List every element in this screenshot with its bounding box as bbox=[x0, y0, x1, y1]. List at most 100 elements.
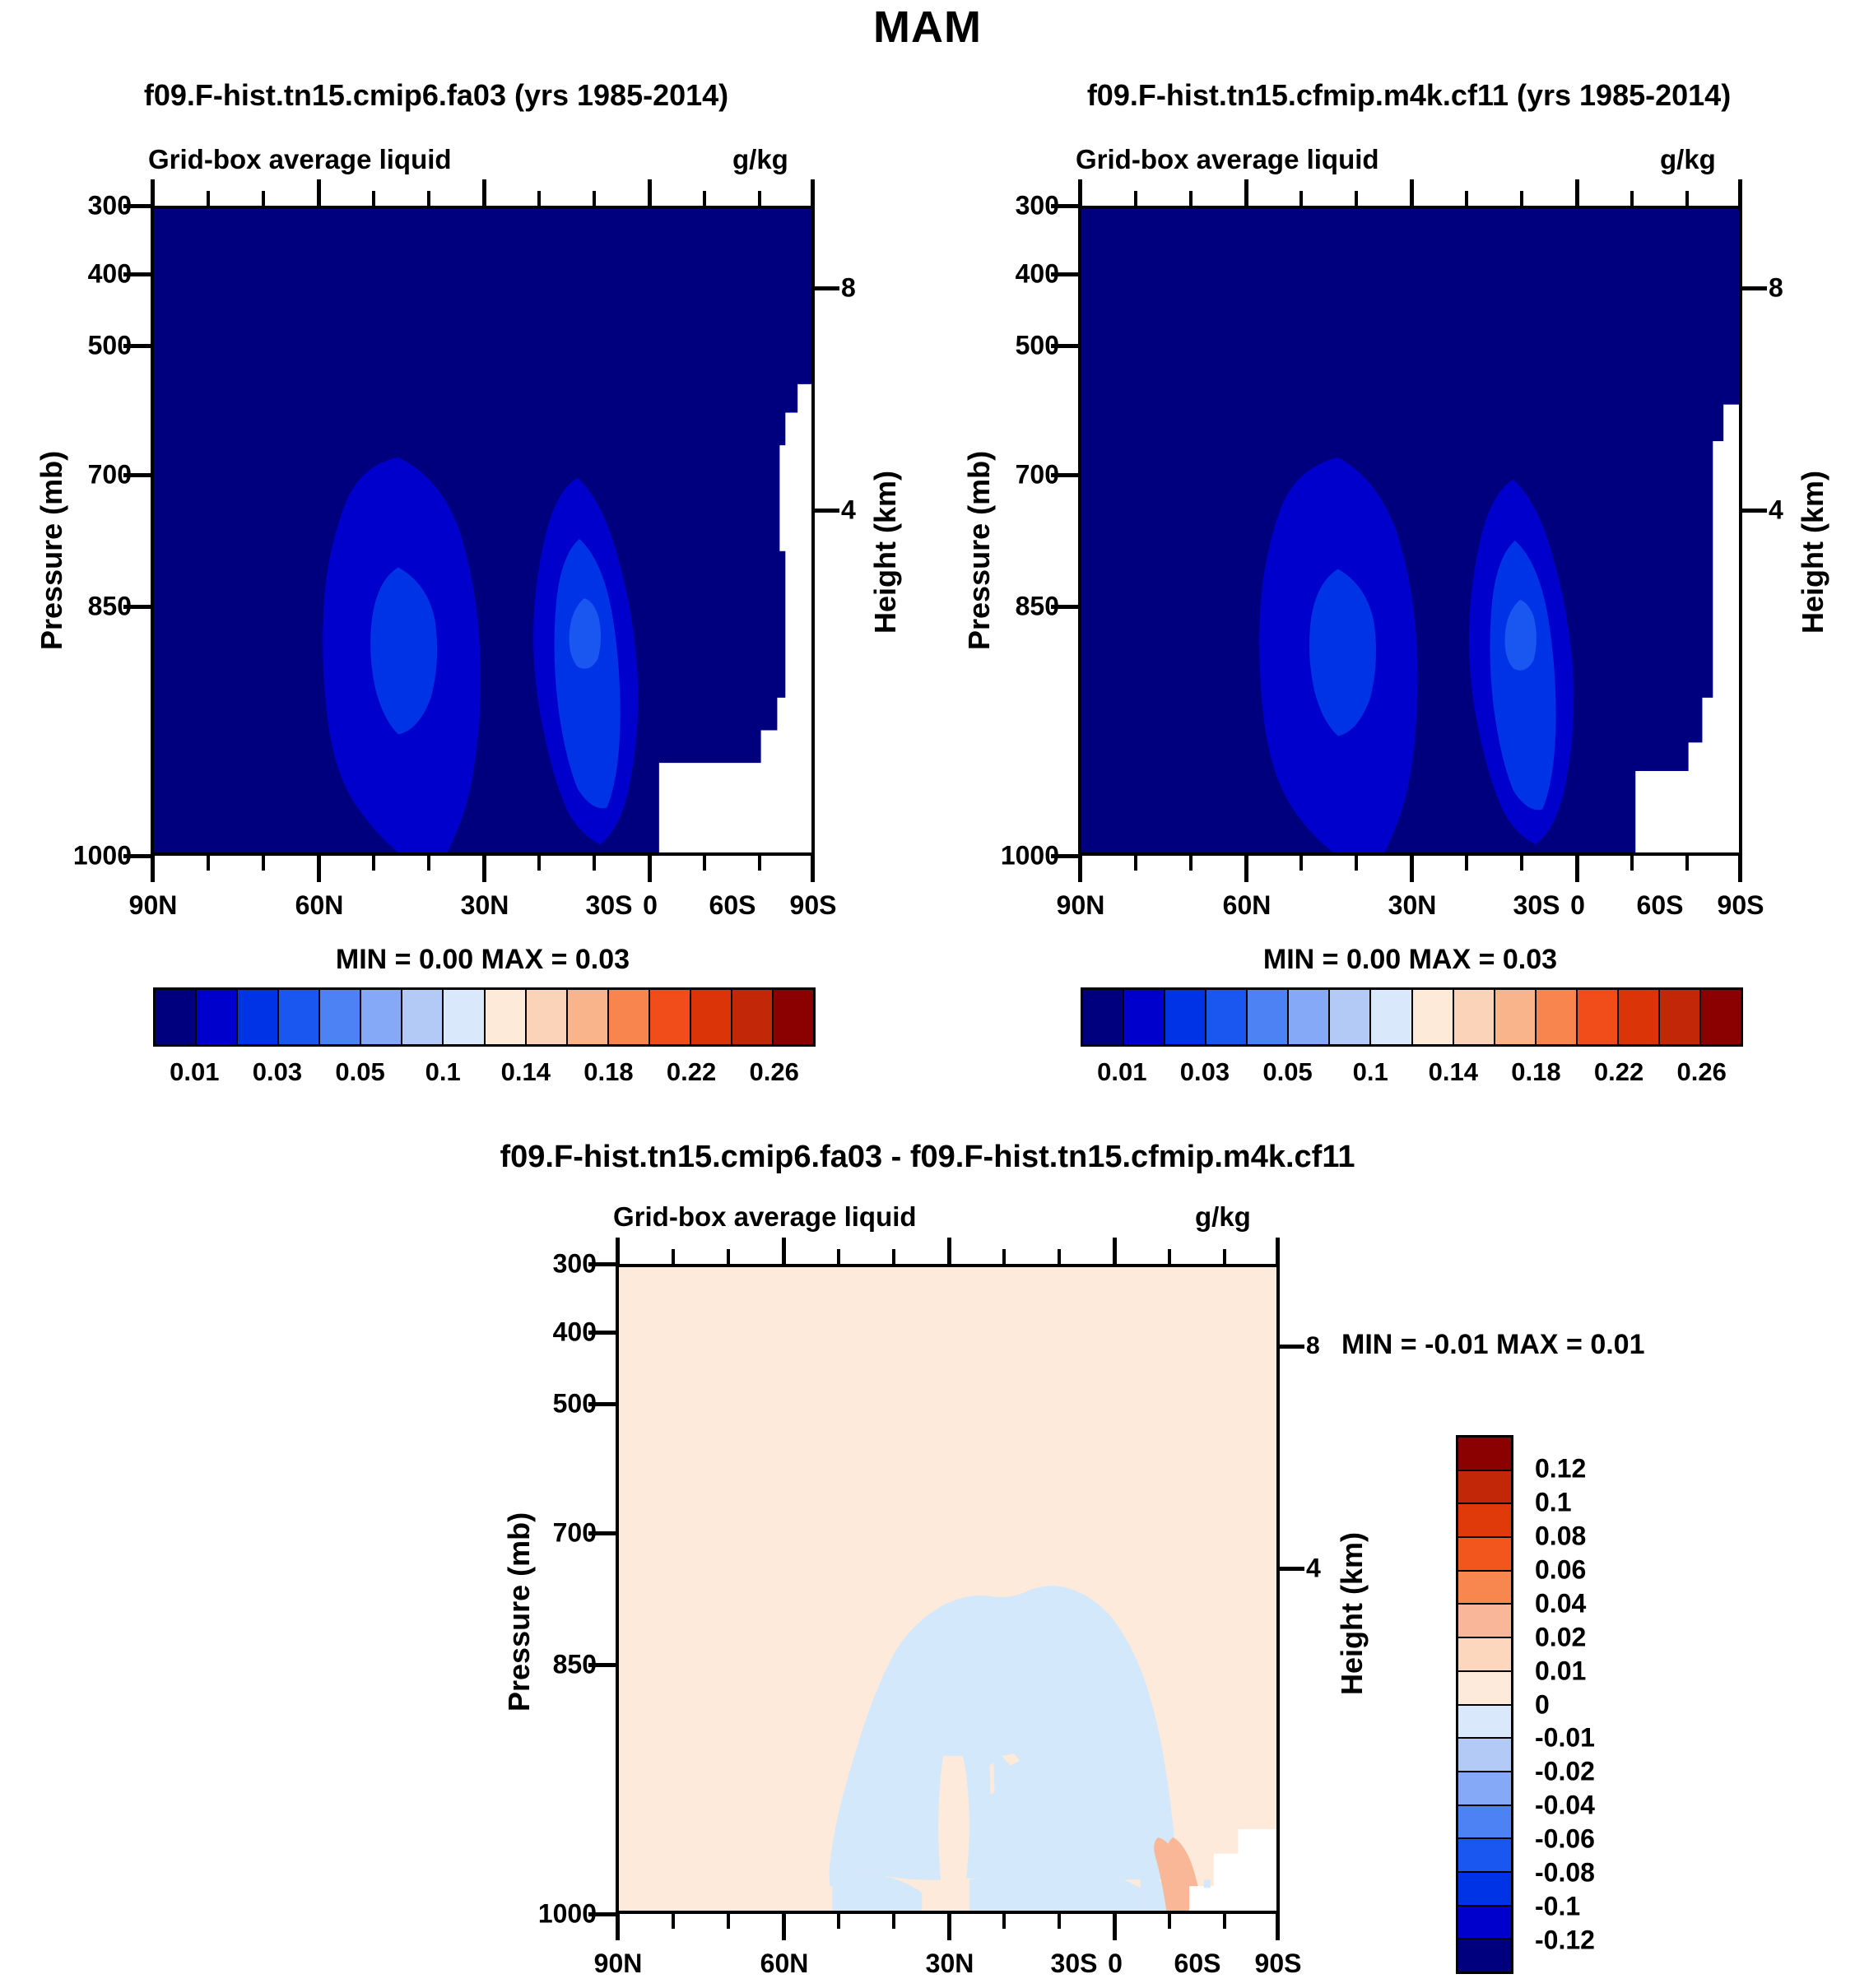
panel-diff-y2tickmark-8 bbox=[1280, 1345, 1304, 1349]
panel-left-ytickmark-300 bbox=[123, 204, 151, 208]
colorbar-band-5 bbox=[361, 990, 403, 1044]
colorbar-band-8 bbox=[1412, 990, 1454, 1044]
colorbar-band-11 bbox=[1536, 990, 1578, 1044]
panel-right-xtickmark-90N bbox=[1078, 856, 1082, 882]
panel-diff-xtickmark-top-minor bbox=[837, 1249, 840, 1264]
colorbar-label-0.03: 0.03 bbox=[252, 1057, 303, 1086]
figure-super-title: MAM bbox=[873, 2, 982, 52]
panel-left-xtickmark-minor bbox=[262, 856, 265, 871]
panel-diff-ytickmark-700 bbox=[588, 1531, 616, 1535]
colorbar-band-7 bbox=[1371, 990, 1413, 1044]
colorbar-v-label-0.12: 0.12 bbox=[1535, 1453, 1587, 1484]
panel-diff-xtickmark-0 bbox=[1113, 1914, 1117, 1940]
panel-right-xtickmark-top bbox=[1575, 179, 1579, 206]
colorbar-v-band-6 bbox=[1458, 1638, 1511, 1672]
panel-left-colorbar[interactable] bbox=[153, 987, 816, 1047]
colorbar-label-0.14: 0.14 bbox=[500, 1057, 551, 1086]
panel-right-ytick-500: 500 bbox=[1015, 330, 1059, 360]
panel-diff-xtickmark-minor bbox=[1223, 1914, 1226, 1929]
colorbar-v-label-0.02: 0.02 bbox=[1535, 1622, 1587, 1652]
panel-right-xtickmark-minor bbox=[1520, 856, 1523, 871]
panel-left-xtickmark-90N bbox=[151, 856, 155, 882]
panel-left-ytick-1000: 1000 bbox=[72, 840, 132, 871]
colorbar-v-band-3 bbox=[1458, 1538, 1511, 1572]
panel-right-xtickmark-30N bbox=[1410, 856, 1414, 882]
colorbar-v-band-9 bbox=[1458, 1739, 1511, 1772]
panel-left-y2tickmark-8 bbox=[815, 286, 839, 290]
panel-left-xtickmark-top bbox=[648, 179, 652, 206]
panel-diff-minmax: MIN = -0.01 MAX = 0.01 bbox=[1341, 1329, 1645, 1360]
colorbar-v-label--0.02: -0.02 bbox=[1535, 1756, 1595, 1786]
panel-diff-xtickmark-top bbox=[1276, 1238, 1280, 1264]
panel-left-xtickmark-minor bbox=[758, 856, 761, 871]
panel-diff-xtickmark-top-minor bbox=[1002, 1249, 1006, 1264]
colorbar-label-0.05: 0.05 bbox=[335, 1057, 385, 1086]
panel-diff-xtickmark-minor bbox=[1168, 1914, 1171, 1929]
panel-diff-xtickmark-minor bbox=[892, 1914, 895, 1929]
panel-left-title: f09.F-hist.tn15.cmip6.fa03 (yrs 1985-201… bbox=[143, 78, 729, 112]
panel-right-xtickmark-top bbox=[1244, 179, 1248, 206]
panel-right-xtickmark-minor bbox=[1685, 856, 1689, 871]
panel-left-xtick-60N: 60N bbox=[295, 890, 344, 920]
panel-diff-ytick-400: 400 bbox=[552, 1317, 597, 1347]
panel-diff-xtickmark-minor bbox=[672, 1914, 675, 1929]
panel-left-ytickmark-400 bbox=[123, 272, 151, 276]
panel-right-title: f09.F-hist.tn15.cfmip.m4k.cf11 (yrs 1985… bbox=[1086, 78, 1732, 112]
colorbar-band-15 bbox=[1700, 990, 1741, 1044]
panel-diff-xtickmark-top-minor bbox=[892, 1249, 895, 1264]
colorbar-v-band-8 bbox=[1458, 1705, 1511, 1740]
panel-diff-ytickmark-850 bbox=[588, 1663, 616, 1667]
panel-left-xtickmark-top-minor bbox=[372, 191, 375, 206]
panel-right-plot-area bbox=[1078, 206, 1742, 856]
colorbar-v-label-0: 0 bbox=[1535, 1689, 1550, 1719]
colorbar-band-3 bbox=[1206, 990, 1248, 1044]
panel-diff-xtickmark-top bbox=[616, 1238, 620, 1264]
panel-right-y2tickmark-8 bbox=[1742, 286, 1767, 290]
colorbar-band-13 bbox=[690, 990, 732, 1044]
colorbar-band-13 bbox=[1618, 990, 1660, 1044]
panel-left-xtickmark-top bbox=[151, 179, 155, 206]
panel-diff-xtick-90N: 90N bbox=[593, 1949, 643, 1978]
panel-left-y2-axis-title: Height (km) bbox=[868, 471, 902, 634]
panel-right-xtickmark-minor bbox=[1299, 856, 1303, 871]
colorbar-label-0.18: 0.18 bbox=[1511, 1057, 1561, 1086]
panel-diff-y2tick-8: 8 bbox=[1306, 1332, 1320, 1359]
panel-right-ytickmark-300 bbox=[1051, 204, 1078, 208]
panel-right-xtickmark-top-minor bbox=[1520, 191, 1523, 206]
panel-right-ytick-400: 400 bbox=[1015, 258, 1059, 289]
panel-right-y2tick-8: 8 bbox=[1769, 272, 1783, 303]
panel-left-xtickmark-top bbox=[811, 179, 815, 206]
colorbar-label-0.26: 0.26 bbox=[1676, 1057, 1727, 1086]
colorbar-band-14 bbox=[732, 990, 774, 1044]
panel-diff-colorbar[interactable] bbox=[1456, 1435, 1513, 1974]
colorbar-band-9 bbox=[1453, 990, 1495, 1044]
panel-right-xtickmark-minor bbox=[1134, 856, 1137, 871]
panel-left-xtickmark-minor bbox=[593, 856, 596, 871]
panel-left-xtickmark-0 bbox=[648, 856, 652, 882]
panel-diff-y2-axis-title: Height (km) bbox=[1335, 1532, 1369, 1695]
colorbar-v-label--0.06: -0.06 bbox=[1535, 1823, 1595, 1854]
panel-diff-subtitle-variable: Grid-box average liquid bbox=[613, 1201, 917, 1232]
panel-left-xtickmark-top-minor bbox=[427, 191, 430, 206]
panel-right-ytickmark-400 bbox=[1051, 272, 1078, 276]
panel-left-xtickmark-top-minor bbox=[703, 191, 706, 206]
panel-right: f09.F-hist.tn15.cfmip.m4k.cf11 (yrs 1985… bbox=[928, 0, 1855, 1103]
panel-right-xtickmark-top-minor bbox=[1355, 191, 1358, 206]
colorbar-band-6 bbox=[1330, 990, 1372, 1044]
panel-right-colorbar[interactable] bbox=[1081, 987, 1743, 1047]
colorbar-v-band-12 bbox=[1458, 1839, 1511, 1873]
colorbar-band-4 bbox=[1248, 990, 1290, 1044]
panel-left-ytick-300: 300 bbox=[87, 190, 132, 221]
panel-diff-ytickmark-500 bbox=[588, 1402, 616, 1406]
panel-left-xtickmark-top-minor bbox=[758, 191, 761, 206]
panel-right-ytickmark-850 bbox=[1051, 605, 1078, 609]
panel-diff-xtickmark-top-minor bbox=[672, 1249, 675, 1264]
panel-left-ytick-400: 400 bbox=[87, 258, 132, 289]
colorbar-band-6 bbox=[402, 990, 444, 1044]
panel-left-xtick-90S: 90S bbox=[789, 890, 837, 920]
panel-left-xtickmark-top-minor bbox=[262, 191, 265, 206]
colorbar-v-band-2 bbox=[1458, 1504, 1511, 1539]
colorbar-v-band-15 bbox=[1458, 1939, 1511, 1972]
colorbar-label-0.01: 0.01 bbox=[1097, 1057, 1147, 1086]
panel-right-xtickmark-top bbox=[1738, 179, 1742, 206]
